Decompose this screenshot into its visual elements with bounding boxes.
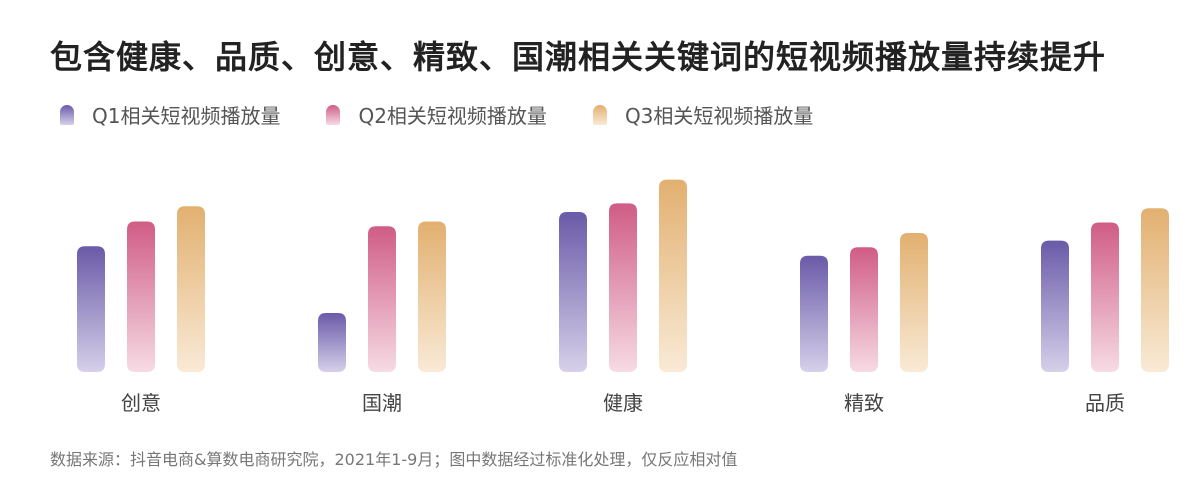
bar-q1-0 [77, 246, 105, 372]
bar-q1-2 [559, 212, 587, 372]
bar-q3-1 [418, 221, 446, 372]
x-tick-label: 精致 [844, 391, 884, 415]
bar-chart: 创意 国潮 健康 精致 品质 [77, 179, 1169, 415]
x-tick-label: 品质 [1085, 391, 1125, 415]
bar-q1-4 [1041, 240, 1069, 372]
bar-q1-3 [800, 255, 828, 372]
bar-q2-3 [850, 247, 878, 372]
bar-q2-0 [127, 221, 155, 372]
bar-q3-2 [659, 179, 687, 372]
legend-label-q1: Q1相关短视频播放量 [92, 104, 281, 128]
bar-q3-0 [177, 206, 205, 372]
bar-q2-2 [609, 203, 637, 372]
legend-swatch-q1 [60, 104, 74, 125]
x-tick-label: 创意 [121, 391, 161, 415]
legend-label-q3: Q3相关短视频播放量 [624, 104, 814, 128]
chart-title: 包含健康、品质、创意、精致、国潮相关关键词的短视频播放量持续提升 [50, 38, 1107, 76]
x-tick-label: 国潮 [362, 391, 402, 415]
bar-q2-1 [368, 226, 396, 372]
bar-q1-1 [318, 312, 346, 372]
bar-q3-3 [900, 232, 928, 372]
x-axis-labels: 创意 国潮 健康 精致 品质 [121, 391, 1125, 415]
legend: Q1相关短视频播放量 Q2相关短视频播放量 Q3相关短视频播放量 [60, 100, 859, 129]
bars-group [77, 179, 1169, 372]
legend-swatch-q2 [326, 104, 341, 125]
legend-item-q1: Q1相关短视频播放量 [60, 100, 280, 129]
legend-item-q2: Q2相关短视频播放量 [326, 100, 547, 129]
legend-swatch-q3 [592, 104, 607, 125]
legend-label-q2: Q2相关短视频播放量 [358, 104, 547, 128]
x-tick-label: 健康 [603, 391, 643, 415]
source-note: 数据来源：抖音电商&算数电商研究院，2021年1-9月；图中数据经过标准化处理，… [50, 450, 738, 469]
bar-q2-4 [1091, 222, 1119, 372]
legend-item-q3: Q3相关短视频播放量 [592, 100, 814, 129]
bar-q3-4 [1141, 208, 1169, 372]
